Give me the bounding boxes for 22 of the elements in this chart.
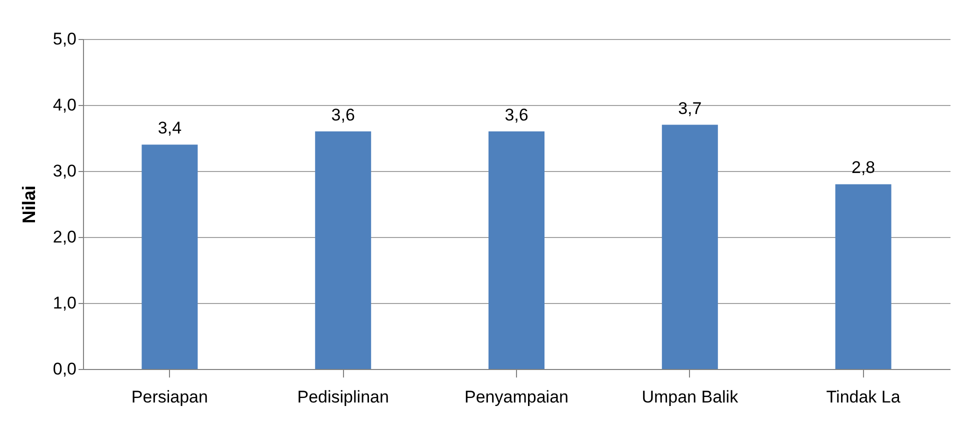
y-tick-label: 1,0 (52, 294, 76, 312)
y-tick-label: 0,0 (52, 360, 76, 378)
x-tick-label: Penyampaian (464, 388, 568, 406)
bar (315, 131, 372, 369)
y-tick-label: 2,0 (52, 228, 76, 246)
x-tick-label: Umpan Balik (642, 388, 739, 406)
x-tick-label: Pedisiplinan (297, 388, 389, 406)
y-tick-label: 4,0 (52, 96, 76, 114)
data-label: 3,6 (504, 105, 528, 124)
data-label: 3,6 (331, 105, 355, 124)
y-tick-label: 5,0 (52, 30, 76, 48)
x-tick-label: Persiapan (131, 388, 208, 406)
y-tick-label: 3,0 (52, 162, 76, 180)
x-tick-label: Tindak La (826, 388, 901, 406)
y-axis-title: Nilai (18, 185, 39, 224)
data-label: 2,8 (851, 158, 876, 178)
data-label: 3,7 (678, 98, 702, 118)
data-label: 3,4 (158, 118, 182, 138)
bar (835, 184, 892, 369)
bar (142, 144, 198, 369)
bar (662, 124, 718, 369)
bar (488, 131, 544, 369)
